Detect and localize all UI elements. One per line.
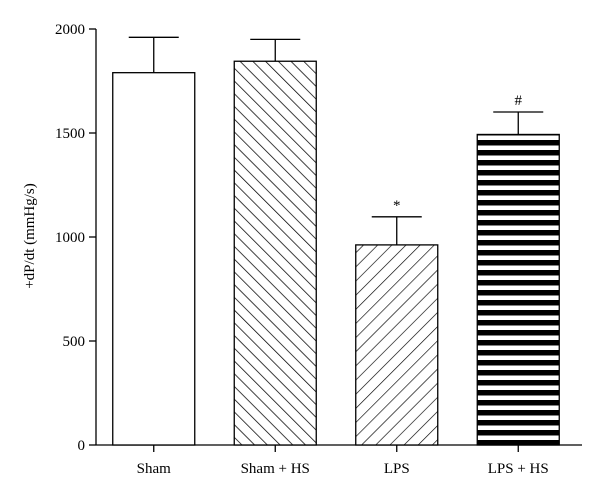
bar-sham	[112, 72, 196, 446]
bar-lps	[355, 244, 439, 446]
y-axis-label: +dP/dt (mmHg/s)	[22, 183, 38, 289]
x-tick-label: Sham + HS	[241, 461, 310, 477]
x-tick-label: Sham	[137, 461, 172, 477]
x-tick-label: LPS	[384, 461, 410, 477]
significance-marker: *	[393, 198, 401, 214]
x-tick-label: LPS + HS	[488, 461, 549, 477]
y-tick-label: 1000	[55, 230, 85, 246]
bars: *#	[112, 36, 560, 446]
y-tick-label: 1500	[55, 126, 85, 142]
y-tick-label: 2000	[55, 22, 85, 38]
x-axis: Sham Sham + HS LPS LPS + HS	[96, 444, 582, 477]
y-axis: 0 500 1000 1500 2000	[55, 22, 97, 454]
bar-sham-hs	[233, 60, 317, 446]
y-tick-label: 0	[78, 438, 86, 454]
bar-lps-hs	[476, 133, 560, 446]
significance-marker: #	[515, 93, 523, 109]
y-tick-label: 500	[63, 334, 86, 350]
